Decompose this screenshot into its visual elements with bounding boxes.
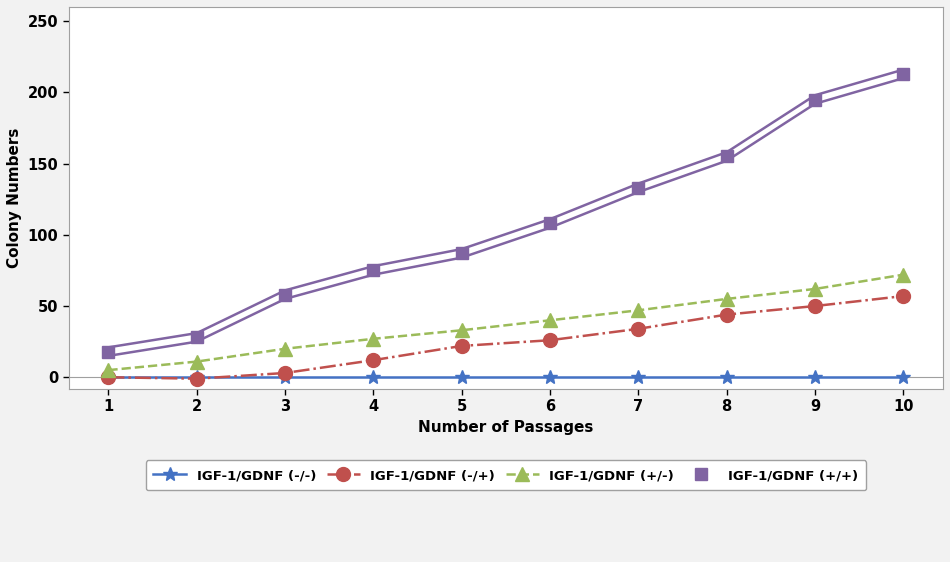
IGF-1/GDNF (-/-) <box>633 374 644 380</box>
IGF-1/GDNF (+/-) <box>544 317 556 324</box>
IGF-1/GDNF (+/-) <box>721 296 732 302</box>
IGF-1/GDNF (+/+) <box>898 70 909 77</box>
IGF-1/GDNF (-/-) <box>191 374 202 380</box>
IGF-1/GDNF (-/+) <box>456 343 467 350</box>
IGF-1/GDNF (+/-) <box>191 358 202 365</box>
IGF-1/GDNF (+/-) <box>898 271 909 278</box>
IGF-1/GDNF (+/+) <box>721 153 732 160</box>
IGF-1/GDNF (+/-) <box>368 336 379 342</box>
IGF-1/GDNF (-/-) <box>368 374 379 380</box>
IGF-1/GDNF (-/+) <box>721 311 732 318</box>
IGF-1/GDNF (-/+) <box>191 375 202 382</box>
IGF-1/GDNF (+/+) <box>368 267 379 274</box>
IGF-1/GDNF (+/-) <box>103 367 114 374</box>
IGF-1/GDNF (+/-) <box>279 346 291 352</box>
IGF-1/GDNF (+/+) <box>191 334 202 341</box>
Y-axis label: Colony Numbers: Colony Numbers <box>7 128 22 268</box>
IGF-1/GDNF (+/-) <box>809 285 821 292</box>
IGF-1/GDNF (+/+) <box>279 291 291 298</box>
X-axis label: Number of Passages: Number of Passages <box>418 420 594 434</box>
IGF-1/GDNF (-/+) <box>368 357 379 364</box>
IGF-1/GDNF (+/+) <box>633 184 644 191</box>
Legend: IGF-1/GDNF (-/-), IGF-1/GDNF (-/+), IGF-1/GDNF (+/-), IGF-1/GDNF (+/+): IGF-1/GDNF (-/-), IGF-1/GDNF (-/+), IGF-… <box>145 460 866 490</box>
IGF-1/GDNF (+/-) <box>456 327 467 334</box>
IGF-1/GDNF (-/-) <box>279 374 291 380</box>
IGF-1/GDNF (+/+) <box>809 96 821 103</box>
Line: IGF-1/GDNF (-/-): IGF-1/GDNF (-/-) <box>102 370 910 384</box>
IGF-1/GDNF (-/-) <box>103 374 114 380</box>
IGF-1/GDNF (+/+) <box>544 220 556 227</box>
IGF-1/GDNF (+/+) <box>456 250 467 257</box>
IGF-1/GDNF (+/-) <box>633 307 644 314</box>
IGF-1/GDNF (-/-) <box>721 374 732 380</box>
Line: IGF-1/GDNF (-/+): IGF-1/GDNF (-/+) <box>102 289 910 386</box>
Line: IGF-1/GDNF (+/-): IGF-1/GDNF (+/-) <box>102 268 910 377</box>
IGF-1/GDNF (-/-) <box>809 374 821 380</box>
IGF-1/GDNF (+/+) <box>103 348 114 355</box>
IGF-1/GDNF (-/+) <box>544 337 556 343</box>
IGF-1/GDNF (-/+) <box>898 293 909 300</box>
IGF-1/GDNF (-/-) <box>544 374 556 380</box>
IGF-1/GDNF (-/+) <box>279 370 291 377</box>
IGF-1/GDNF (-/+) <box>809 303 821 310</box>
IGF-1/GDNF (-/+) <box>633 325 644 332</box>
IGF-1/GDNF (-/+) <box>103 374 114 380</box>
IGF-1/GDNF (-/-) <box>456 374 467 380</box>
IGF-1/GDNF (-/-) <box>898 374 909 380</box>
Line: IGF-1/GDNF (+/+): IGF-1/GDNF (+/+) <box>103 67 909 358</box>
